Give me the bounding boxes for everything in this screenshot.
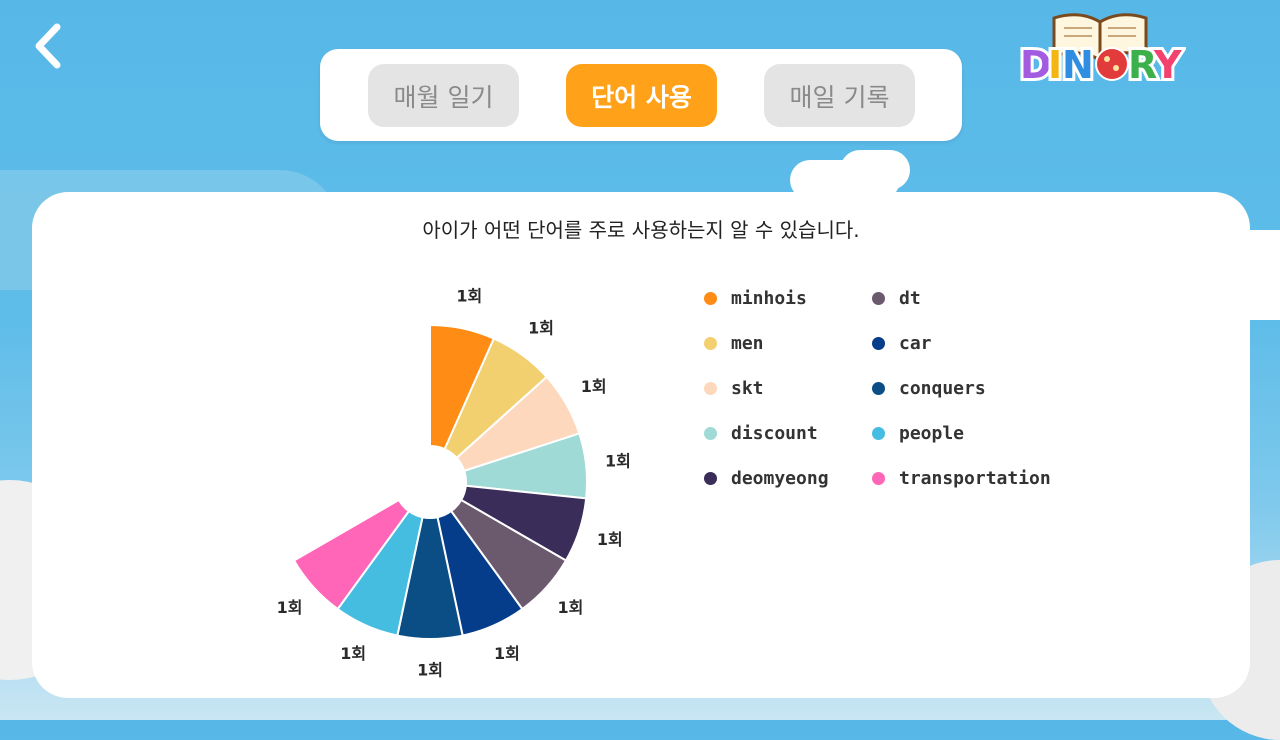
pie-slice-label: 1회 bbox=[277, 598, 303, 617]
legend-label: car bbox=[899, 332, 932, 354]
back-button[interactable] bbox=[26, 22, 70, 70]
background-cloud bbox=[840, 150, 910, 190]
logo-wordmark: D I N R Y bbox=[1017, 40, 1185, 90]
legend-color-dot bbox=[704, 291, 717, 305]
legend-color-dot bbox=[872, 381, 885, 395]
legend-color-dot bbox=[704, 381, 717, 395]
legend-color-dot bbox=[704, 336, 717, 350]
legend-color-dot bbox=[872, 336, 885, 350]
legend-item-skt[interactable]: skt bbox=[704, 373, 764, 403]
pie-slice-label: 1회 bbox=[456, 287, 482, 306]
legend-item-discount[interactable]: discount bbox=[704, 418, 818, 448]
pie-slice-label: 1회 bbox=[597, 530, 623, 549]
app-logo: D I N R Y bbox=[1016, 12, 1186, 90]
legend-label: dt bbox=[899, 287, 921, 309]
tab-daily-record[interactable]: 매일 기록 bbox=[764, 64, 915, 127]
legend-item-dt[interactable]: dt bbox=[872, 283, 921, 313]
pie-slice-label: 1회 bbox=[528, 319, 554, 338]
pie-slice-car[interactable] bbox=[436, 509, 524, 637]
pie-slice-deomyeong[interactable] bbox=[459, 484, 588, 562]
legend-color-dot bbox=[704, 471, 717, 485]
svg-text:I: I bbox=[1048, 43, 1062, 87]
legend-label: minhois bbox=[731, 287, 807, 309]
legend-item-men[interactable]: men bbox=[704, 328, 764, 358]
pie-slice-people[interactable] bbox=[336, 509, 424, 637]
legend-item-transportation[interactable]: transportation bbox=[872, 463, 1051, 493]
legend-item-deomyeong[interactable]: deomyeong bbox=[704, 463, 829, 493]
pie-slice-transportation[interactable] bbox=[292, 498, 411, 611]
pie-slice-men[interactable] bbox=[443, 337, 549, 460]
chart-legend: minhois men skt discount deomyeong dt car conqu… bbox=[700, 280, 1100, 500]
legend-label: deomyeong bbox=[731, 467, 829, 489]
pie-slice-label: 1회 bbox=[605, 452, 631, 471]
word-usage-card: 아이가 어떤 단어를 주로 사용하는지 알 수 있습니다. 1회 1회 1회 1회 1회… bbox=[32, 192, 1250, 698]
card-subtitle: 아이가 어떤 단어를 주로 사용하는지 알 수 있습니다. bbox=[422, 218, 860, 242]
word-usage-pie-chart: 1회 1회 1회 1회 1회 1회 1회 1회 1회 1회 bbox=[277, 287, 631, 680]
legend-color-dot bbox=[872, 471, 885, 485]
pie-slice-label: 1회 bbox=[581, 377, 607, 396]
pie-slice-discount[interactable] bbox=[462, 432, 588, 500]
pie-slice-skt[interactable] bbox=[455, 375, 581, 473]
pie-slice-label: 1회 bbox=[340, 644, 366, 663]
legend-label: conquers bbox=[899, 377, 986, 399]
tab-monthly-diary[interactable]: 매월 일기 bbox=[368, 64, 519, 127]
pie-slice-minhois[interactable] bbox=[429, 323, 496, 451]
legend-color-dot bbox=[704, 426, 717, 440]
svg-text:Y: Y bbox=[1153, 43, 1182, 87]
legend-label: transportation bbox=[899, 467, 1051, 489]
svg-text:D: D bbox=[1020, 43, 1052, 87]
book-icon bbox=[1052, 13, 1148, 62]
pie-slice-dt[interactable] bbox=[449, 498, 568, 611]
legend-color-dot bbox=[872, 291, 885, 305]
tab-bar: 매월 일기 단어 사용 매일 기록 bbox=[320, 49, 962, 141]
legend-label: men bbox=[731, 332, 764, 354]
pie-slice-conquers[interactable] bbox=[396, 516, 464, 640]
legend-color-dot bbox=[872, 426, 885, 440]
legend-item-minhois[interactable]: minhois bbox=[704, 283, 807, 313]
pie-slice-label: 1회 bbox=[494, 644, 520, 663]
chevron-left-icon bbox=[35, 23, 61, 69]
legend-label: skt bbox=[731, 377, 764, 399]
legend-item-car[interactable]: car bbox=[872, 328, 932, 358]
legend-item-people[interactable]: people bbox=[872, 418, 964, 448]
svg-text:R: R bbox=[1128, 43, 1157, 87]
legend-label: people bbox=[899, 422, 965, 444]
pie-slice-label: 1회 bbox=[417, 661, 443, 680]
legend-label: discount bbox=[731, 422, 818, 444]
svg-text:N: N bbox=[1062, 43, 1094, 87]
tab-word-usage[interactable]: 단어 사용 bbox=[566, 64, 717, 127]
pie-slice-label: 1회 bbox=[558, 598, 584, 617]
legend-item-conquers[interactable]: conquers bbox=[872, 373, 986, 403]
